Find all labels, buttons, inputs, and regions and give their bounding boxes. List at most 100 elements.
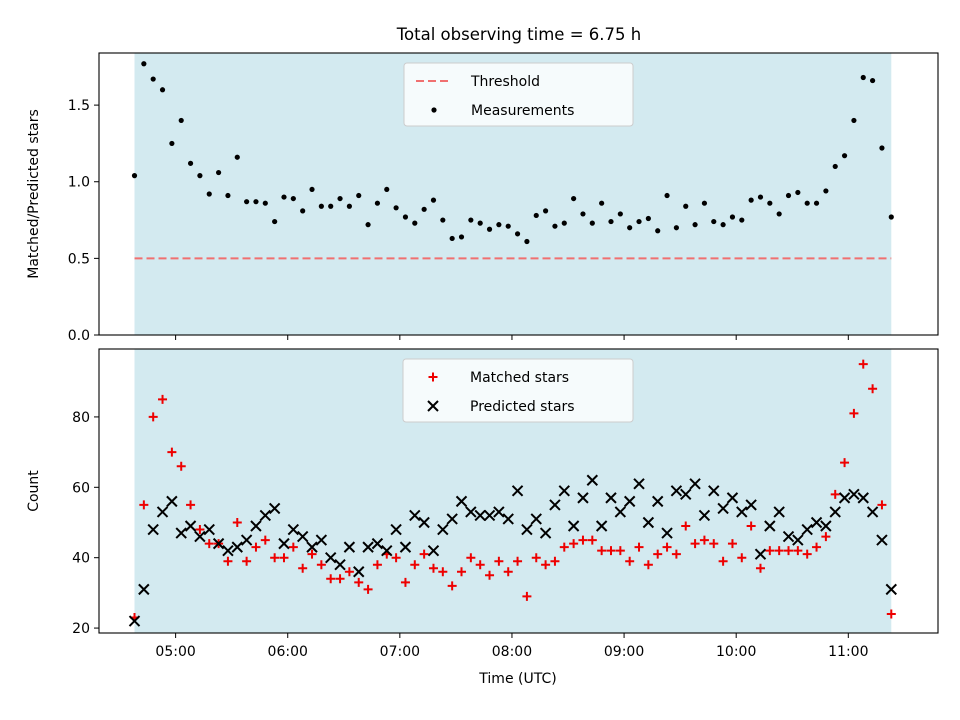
- data-point: [804, 200, 810, 206]
- data-point: [502, 513, 514, 525]
- data-point: [848, 488, 860, 501]
- y-axis-label: Matched/Predicted stars: [26, 109, 42, 279]
- data-point: [493, 506, 505, 518]
- y-tick-label: 1.0: [68, 175, 90, 191]
- legend: Threshold Measurements: [403, 62, 634, 127]
- data-point: [795, 189, 801, 196]
- x-axis-label: Time (UTC): [478, 671, 556, 687]
- data-point: [708, 485, 720, 497]
- data-point: [633, 478, 645, 490]
- legend-box: [403, 62, 634, 127]
- data-point: [138, 583, 150, 596]
- data-point: [820, 520, 832, 532]
- y-tick-label: 40: [72, 551, 90, 567]
- x-tick-label: 11:00: [828, 644, 868, 660]
- data-point: [250, 520, 262, 532]
- data-point: [430, 197, 437, 203]
- data-point: [505, 223, 511, 229]
- data-point: [608, 218, 614, 225]
- data-point: [692, 222, 698, 228]
- data-point: [857, 492, 869, 504]
- data-point: [877, 500, 887, 510]
- data-point: [316, 560, 326, 570]
- data-point: [384, 186, 390, 193]
- data-point: [569, 539, 579, 549]
- data-point: [253, 199, 259, 205]
- data-point: [272, 218, 278, 225]
- data-point: [653, 549, 663, 559]
- data-point: [399, 541, 412, 553]
- data-point: [558, 485, 570, 497]
- data-point: [225, 192, 231, 199]
- data-point: [578, 535, 588, 545]
- data-point: [736, 506, 748, 518]
- data-point: [215, 169, 222, 176]
- data-point: [773, 506, 785, 518]
- data-point: [886, 609, 896, 619]
- data-point: [150, 76, 156, 82]
- data-point: [832, 163, 838, 170]
- data-point: [729, 214, 736, 220]
- data-point: [876, 534, 888, 546]
- data-point: [587, 535, 597, 545]
- data-point: [690, 539, 700, 549]
- data-point: [178, 117, 184, 124]
- axes-frame: [98, 52, 939, 336]
- y-tick-label: 20: [72, 621, 90, 637]
- legend-label: Threshold: [470, 74, 540, 90]
- legend-label: Measurements: [471, 103, 574, 119]
- data-point: [879, 145, 885, 151]
- data-point: [494, 556, 504, 566]
- y-axis-label: Count: [26, 470, 42, 512]
- data-point: [642, 516, 655, 529]
- data-point: [158, 394, 168, 404]
- data-point: [549, 499, 561, 511]
- data-point: [485, 570, 495, 580]
- data-point: [186, 500, 196, 510]
- data-point: [673, 225, 679, 231]
- legend-swatch: [427, 400, 439, 412]
- data-point: [580, 211, 586, 217]
- data-point: [131, 173, 138, 179]
- data-point: [776, 211, 782, 217]
- data-point: [328, 203, 334, 209]
- data-point: [765, 546, 775, 556]
- data-point: [709, 539, 719, 549]
- data-point: [514, 231, 521, 237]
- data-point: [567, 520, 580, 532]
- data-point: [699, 535, 709, 545]
- axes-frame: [98, 348, 939, 634]
- data-point: [718, 556, 728, 566]
- data-point: [868, 384, 878, 394]
- data-point: [597, 546, 607, 556]
- series-predicted-stars: [128, 474, 897, 627]
- data-point: [698, 509, 711, 522]
- legend: Matched stars Predicted stars: [402, 358, 634, 423]
- data-point: [550, 556, 560, 566]
- data-point: [531, 553, 541, 563]
- data-point: [840, 458, 850, 468]
- y-tick-label: 80: [72, 410, 90, 426]
- data-point: [739, 217, 745, 223]
- data-point: [440, 217, 446, 223]
- data-point: [175, 527, 187, 539]
- data-point: [623, 495, 636, 508]
- data-point: [176, 461, 186, 471]
- data-point: [813, 200, 820, 206]
- data-point: [830, 489, 840, 499]
- data-point: [372, 560, 382, 570]
- data-point: [296, 530, 309, 543]
- data-point: [260, 535, 270, 545]
- data-point: [290, 195, 296, 202]
- data-point: [419, 549, 429, 559]
- data-point: [391, 553, 401, 563]
- data-point: [344, 567, 354, 577]
- data-point: [503, 567, 513, 577]
- data-point: [421, 206, 427, 212]
- plot-area: [128, 359, 897, 627]
- data-point: [541, 560, 551, 570]
- data-point: [468, 217, 474, 223]
- data-point: [681, 521, 691, 531]
- y-tick-label: 0.0: [68, 328, 90, 344]
